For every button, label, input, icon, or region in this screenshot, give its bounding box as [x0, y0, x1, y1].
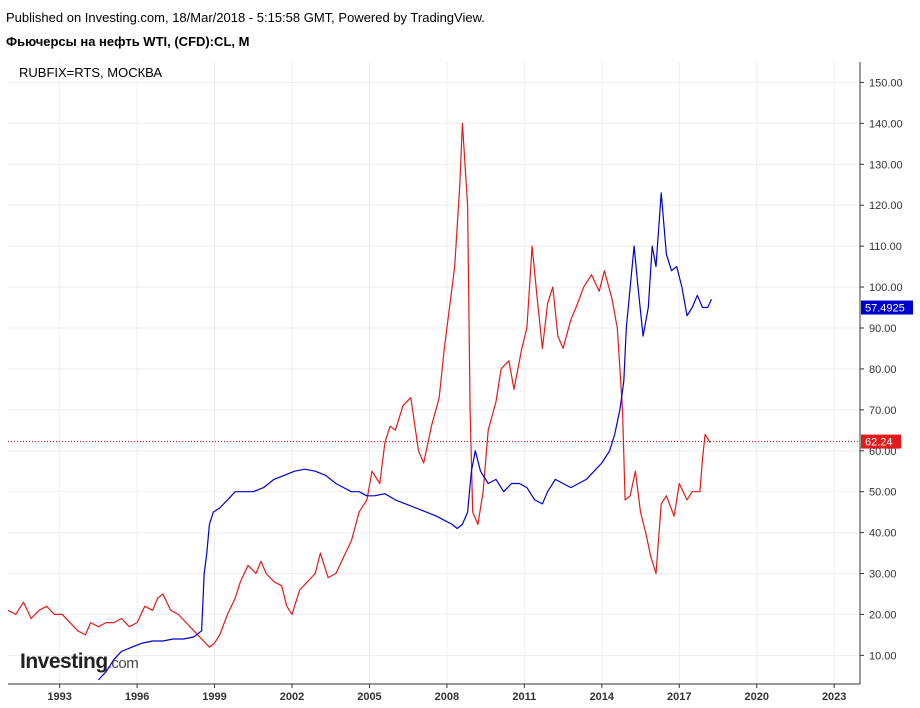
x-tick-label: 2014: [590, 691, 615, 703]
x-tick-label: 2002: [280, 691, 304, 703]
y-tick-label: 50.00: [869, 487, 897, 499]
x-tick-label: 1993: [47, 691, 71, 703]
y-tick-label: 60.00: [869, 446, 897, 458]
last-value-badge-rub: [861, 300, 913, 315]
series-line-rub: [97, 192, 713, 681]
last-value-label-rub: 57.4925: [865, 303, 905, 315]
x-tick-label: 2011: [512, 691, 536, 703]
x-tick-label: 2023: [822, 691, 846, 703]
investing-logo: Investing.com: [20, 650, 139, 673]
y-axis-ticks: 10.00 20.00 30.00 40.00 50.00 60.00 70.00 80.00…: [860, 77, 903, 662]
series-line-wti: [7, 122, 711, 648]
axes: [8, 62, 861, 685]
published-info: Published on Investing.com, 18/Mar/2018 …: [6, 10, 485, 25]
chart-title: Фьючерсы на нефть WTI, (CFD):CL, M: [6, 34, 250, 49]
y-tick-label: 120.00: [869, 200, 903, 212]
x-tick-label: 1996: [125, 691, 149, 703]
y-tick-label: 80.00: [869, 364, 897, 376]
x-tick-label: 2020: [744, 691, 768, 703]
y-tick-label: 70.00: [869, 405, 897, 417]
y-tick-label: 130.00: [869, 159, 903, 171]
x-tick-label: 1999: [202, 691, 226, 703]
last-value-label-wti: 62.24: [865, 437, 893, 449]
y-tick-label: 150.00: [869, 77, 903, 89]
y-tick-label: 140.00: [869, 118, 903, 130]
last-value-badge-wti: [861, 434, 901, 449]
x-axis-ticks: 1993 1996 1999 2002 2005 2008 2011 2014 2017 2020…: [47, 684, 846, 703]
y-tick-label: 90.00: [869, 323, 897, 335]
x-tick-label: 2005: [357, 691, 381, 703]
y-tick-label: 40.00: [869, 528, 897, 540]
y-tick-label: 20.00: [869, 609, 897, 621]
last-value-badges: 62.24 57.4925: [861, 300, 913, 449]
y-tick-label: 100.00: [869, 282, 903, 294]
grid: [8, 62, 860, 684]
series-lines: [7, 122, 713, 681]
x-tick-label: 2008: [435, 691, 459, 703]
series-legend: RUBFIX=RTS, МОСКВА: [19, 65, 162, 80]
y-tick-label: 30.00: [869, 569, 897, 581]
y-tick-label: 10.00: [869, 650, 897, 662]
y-tick-label: 110.00: [869, 241, 902, 253]
x-tick-label: 2017: [667, 691, 691, 703]
